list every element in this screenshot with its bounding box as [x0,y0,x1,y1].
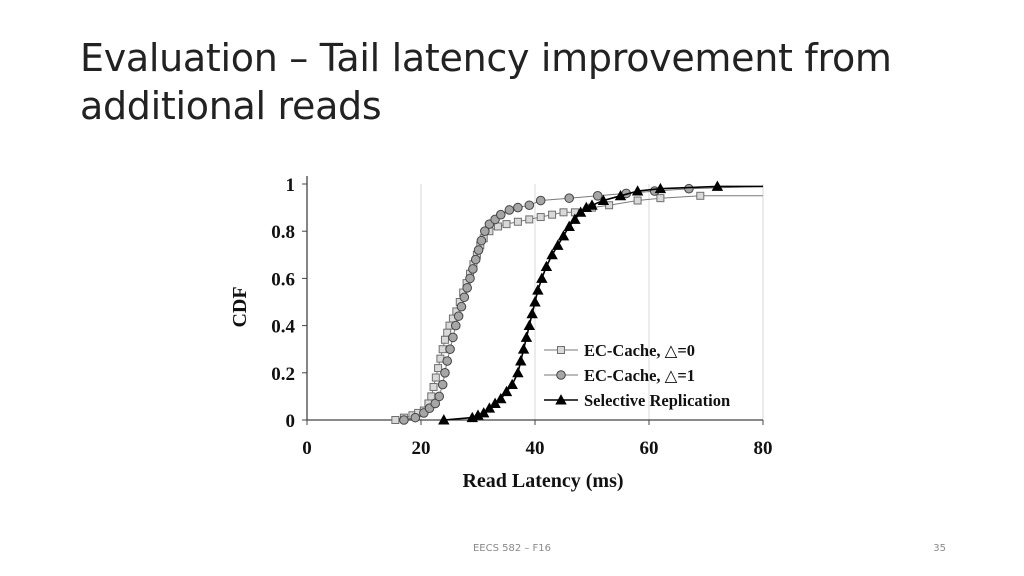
data-point-triangle-14 [526,307,538,319]
data-point-triangle-29 [631,185,644,196]
data-point-circle-7 [440,368,450,378]
y-tick-label-1: 1 [286,175,296,196]
data-point-circle-20 [476,235,487,246]
data-point-square-8 [431,373,440,382]
data-point-triangle-12 [520,331,533,342]
slide-page-number: 35 [933,543,946,554]
data-point-circle-9 [445,344,455,354]
data-point-triangle-15 [529,296,541,307]
legend-marker-circle [556,370,566,380]
data-point-circle-26 [513,202,523,213]
data-point-square-11 [438,345,447,354]
data-point-square-29 [525,215,534,224]
data-point-triangle-30 [654,182,667,194]
data-point-square-35 [605,201,614,210]
data-point-square-12 [440,335,449,344]
y-tick-label-0.8: 0.8 [271,222,295,243]
x-tick-label-0: 0 [302,438,312,459]
data-point-circle-29 [564,193,575,203]
data-point-square-38 [696,191,705,200]
data-point-circle-33 [684,183,694,194]
data-point-triangle-26 [586,199,598,210]
data-point-circle-4 [430,398,441,409]
y-tick-label-0.2: 0.2 [271,364,295,385]
data-point-triangle-22 [563,220,575,231]
data-point-circle-12 [453,311,464,321]
data-point-square-27 [502,220,511,229]
cdf-chart: 0 0.2 0.4 0.6 0.8 1 0 20 40 60 80 Read Latency (ms)… [210,160,810,505]
data-point-circle-5 [434,391,445,402]
data-point-circle-11 [450,320,461,331]
data-point-triangle-20 [552,239,564,250]
data-point-triangle-6 [495,392,507,404]
data-point-triangle-8 [506,378,518,390]
data-point-circle-8 [442,356,453,366]
data-point-circle-0 [399,415,409,425]
data-point-square-30 [536,213,545,222]
data-point-triangle-23 [569,213,581,224]
data-point-triangle-28 [614,189,627,201]
data-point-circle-13 [456,301,467,312]
data-point-triangle-17 [536,272,548,283]
series-line-square [395,195,763,421]
data-point-circle-18 [470,254,481,265]
x-tick-label-60: 60 [640,438,659,459]
x-tick-label-40: 40 [526,438,545,459]
y-tick-label-0.6: 0.6 [271,269,295,290]
data-point-square-36 [633,196,642,205]
data-point-circle-27 [524,200,535,211]
cdf-chart-svg: 0 0.2 0.4 0.6 0.8 1 0 20 40 60 80 Read Latency (ms)… [229,175,773,492]
data-point-circle-10 [448,332,458,343]
data-point-circle-19 [473,245,484,255]
data-point-circle-25 [504,205,515,215]
data-point-triangle-16 [532,284,544,295]
data-point-square-31 [548,210,557,219]
data-point-circle-14 [459,292,470,303]
legend-label-square: EC-Cache, △=0 [584,341,695,360]
data-point-triangle-18 [540,260,553,272]
data-point-square-28 [513,217,522,226]
x-tick-label-80: 80 [754,438,773,459]
x-tick-label-20: 20 [412,438,431,459]
data-point-square-37 [656,194,665,203]
slide-footer: EECS 582 – F16 [472,543,552,554]
data-point-circle-21 [480,226,490,236]
slide-title: Evaluation – Tail latency improvement fr… [80,36,892,128]
legend-marker-square [557,346,565,354]
data-point-triangle-21 [557,230,570,241]
data-point-triangle-19 [546,248,558,260]
y-axis-title: CDF [229,286,251,327]
data-point-circle-28 [535,195,546,206]
x-axis-title: Read Latency (ms) [462,470,623,492]
y-tick-label-0: 0 [286,411,296,432]
data-point-square-6 [427,392,436,401]
data-point-square-32 [559,208,568,217]
legend-label-triangle: Selective Replication [584,391,730,410]
data-point-square-0 [391,416,400,424]
legend-marker-triangle [555,394,567,405]
data-point-triangle-27 [597,194,610,205]
legend-label-circle: EC-Cache, △=1 [584,366,695,385]
data-point-circle-1 [410,412,421,423]
y-tick-label-0.4: 0.4 [271,317,295,338]
data-point-triangle-0 [438,414,450,425]
data-point-triangle-9 [512,366,524,378]
data-point-circle-30 [592,191,603,201]
data-point-triangle-7 [500,385,513,397]
data-point-triangle-13 [523,319,536,331]
data-point-square-9 [434,364,443,373]
data-point-circle-17 [468,264,478,274]
data-point-circle-6 [437,379,448,390]
data-point-square-7 [429,382,438,391]
data-point-triangle-10 [515,355,527,366]
data-point-circle-24 [496,209,506,220]
data-point-circle-15 [462,283,472,293]
data-point-circle-16 [465,273,475,284]
data-point-triangle-11 [517,343,530,354]
data-point-triangle-31 [711,180,724,191]
